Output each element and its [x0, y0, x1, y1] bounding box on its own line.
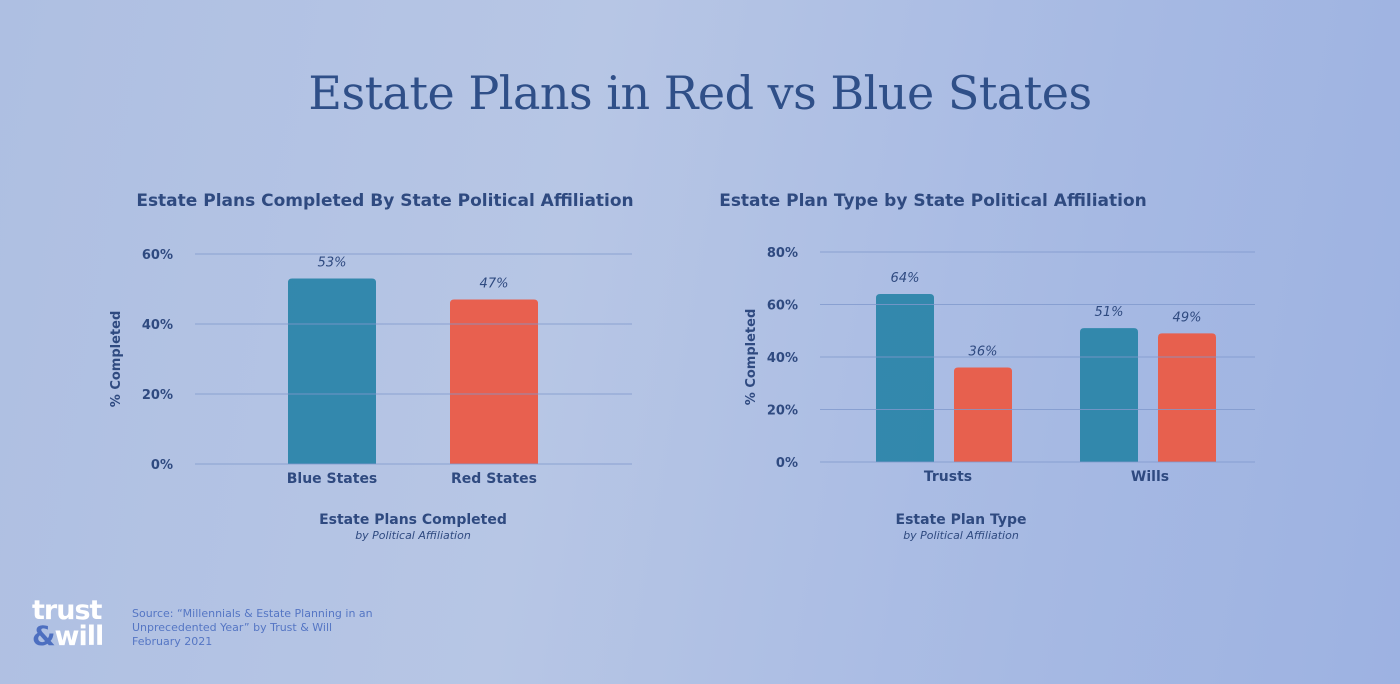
data-label: 51% — [1095, 305, 1124, 320]
logo-top: trust — [32, 595, 102, 626]
y-tick-label: 80% — [767, 246, 798, 261]
data-label: 53% — [318, 256, 347, 271]
bar — [288, 278, 376, 464]
data-label: 49% — [1173, 310, 1202, 325]
x-axis-sublabel: by Political Affiliation — [903, 529, 1019, 542]
y-tick-label: 40% — [767, 351, 798, 366]
bar — [1080, 328, 1138, 462]
trust-and-will-logo: trust &will — [32, 595, 105, 652]
logo-amp: & — [32, 621, 56, 652]
x-tick-label: Trusts — [924, 469, 972, 485]
source-line: Source: “Millennials & Estate Planning i… — [132, 607, 373, 620]
source-line: Unprecedented Year” by Trust & Will — [132, 621, 333, 634]
bar — [876, 294, 934, 462]
y-axis-label: % Completed — [744, 309, 759, 405]
y-tick-label: 0% — [151, 458, 173, 473]
bar — [450, 299, 538, 464]
y-tick-label: 40% — [142, 318, 173, 333]
x-axis-sublabel: by Political Affiliation — [355, 529, 471, 542]
y-tick-label: 60% — [767, 299, 798, 314]
page-title: Estate Plans in Red vs Blue States — [308, 66, 1092, 120]
y-tick-label: 0% — [776, 456, 798, 471]
x-tick-label: Red States — [451, 471, 537, 487]
x-axis-label: Estate Plan Type — [896, 512, 1027, 528]
y-axis-label: % Completed — [109, 311, 124, 407]
y-tick-label: 20% — [142, 388, 173, 403]
x-tick-label: Blue States — [287, 471, 378, 487]
source-line: February 2021 — [132, 635, 213, 648]
y-tick-label: 20% — [767, 404, 798, 419]
data-label: 36% — [969, 345, 998, 360]
logo-bottom: will — [54, 621, 105, 652]
data-label: 64% — [891, 271, 920, 286]
x-tick-label: Wills — [1131, 469, 1169, 485]
y-tick-label: 60% — [142, 248, 173, 263]
source-note: Source: “Millennials & Estate Planning i… — [132, 607, 373, 649]
data-label: 47% — [480, 277, 509, 292]
bar — [954, 367, 1012, 462]
chart-title: Estate Plan Type by State Political Affi… — [719, 191, 1147, 211]
x-axis-label: Estate Plans Completed — [319, 512, 507, 528]
chart-title: Estate Plans Completed By State Politica… — [136, 191, 633, 211]
bar — [1158, 333, 1216, 462]
